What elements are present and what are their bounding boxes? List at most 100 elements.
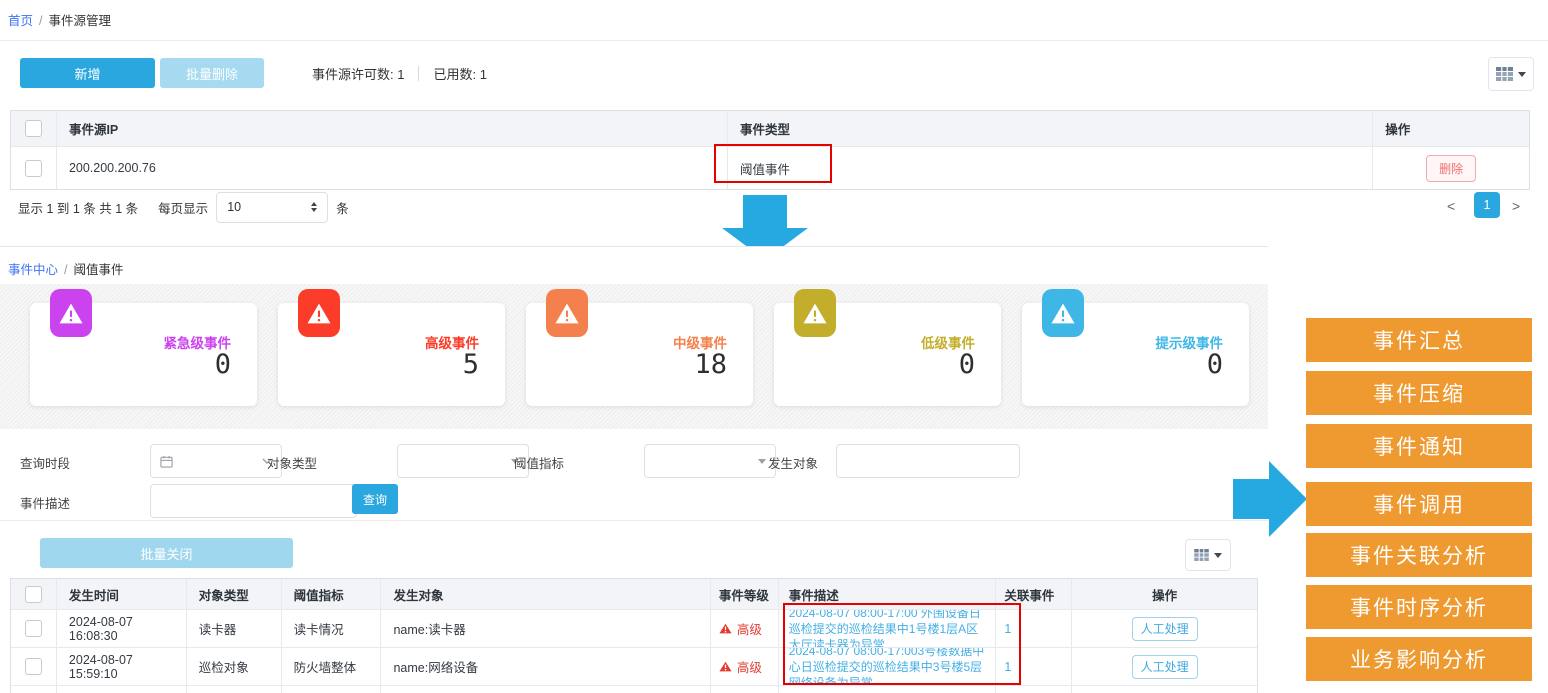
caret-down-icon [511, 458, 519, 464]
select-all-checkbox[interactable] [24, 120, 42, 137]
down-arrow-annotation [722, 195, 808, 260]
search-button[interactable]: 查询 [352, 484, 398, 514]
column-settings-button[interactable] [1185, 539, 1231, 571]
grid-icon [1496, 67, 1513, 81]
target: name:读卡器 [380, 610, 709, 647]
stat-card-critical: 紧急级事件 0 [30, 289, 257, 406]
column-settings-button[interactable] [1488, 57, 1534, 91]
event-time: 2024-08-07 16:08:30 [55, 610, 186, 647]
manual-handle-button[interactable]: 人工处理 [1131, 654, 1198, 679]
stat-value: 0 [1206, 349, 1223, 380]
related-event-link[interactable]: 1 [995, 610, 1071, 647]
object-type: 读卡器 [185, 610, 281, 647]
table-row: 2024-08-07 15:59:10 巡检对象 防火墙整体 name:网络设备… [11, 648, 1257, 686]
stat-value: 5 [462, 349, 479, 380]
table-row: 2024-08-07 16:08:30 读卡器 读卡情况 name:读卡器 高级… [11, 610, 1257, 648]
col-header-source-ip: 事件源IP [55, 111, 727, 146]
used-count: 已用数: 1 [433, 66, 487, 82]
side-button-event-correlation-analysis[interactable]: 事件关联分析 [1306, 533, 1532, 577]
per-page-select[interactable]: 10 [216, 191, 329, 223]
warning-icon [50, 289, 92, 337]
row-checkbox[interactable] [24, 159, 42, 177]
chevron-down-icon [262, 458, 272, 464]
event-desc-link[interactable]: 2024-08-07 08:00-17:00 外围设备日巡检提交的巡检结果中1号… [777, 610, 996, 647]
breadcrumb-event-center: 事件中心 / 阈值事件 [8, 259, 124, 278]
stat-card-info: 提示级事件 0 [1022, 289, 1249, 406]
stepper-icon [311, 202, 318, 212]
metric: 读卡情况 [280, 610, 381, 647]
filter-desc-label: 事件描述 [20, 497, 71, 511]
warning-triangle-icon [719, 661, 732, 672]
stat-label: 紧急级事件 [163, 336, 232, 351]
caret-down-icon [1214, 552, 1222, 558]
level-badge: 高级 [719, 657, 762, 676]
license-count: 事件源许可数: 1 [312, 66, 405, 82]
pagination-bar: 显示 1 到 1 条 共 1 条 每页显示 10 条 [18, 191, 349, 223]
delete-button[interactable]: 删除 [1426, 154, 1477, 182]
side-button-business-impact-analysis[interactable]: 业务影响分析 [1306, 637, 1532, 681]
stat-value: 0 [214, 349, 231, 380]
breadcrumb: 首页 / 事件源管理 [8, 10, 111, 29]
time-range-picker[interactable] [150, 444, 282, 478]
add-button[interactable]: 新增 [20, 58, 155, 88]
desc-input[interactable] [150, 484, 357, 518]
col-header-metric: 阈值指标 [280, 579, 381, 609]
level-text: 高级 [736, 623, 762, 637]
prev-page-button[interactable]: < [1447, 198, 1456, 214]
row-checkbox[interactable] [24, 658, 42, 675]
breadcrumb-separator: / [64, 263, 68, 277]
col-header-related: 关联事件 [995, 579, 1071, 609]
warning-icon [794, 289, 836, 337]
warning-icon [298, 289, 340, 337]
target: name:网络设备 [380, 648, 709, 685]
breadcrumb-home-link[interactable]: 首页 [8, 14, 34, 28]
side-button-event-notification[interactable]: 事件通知 [1306, 424, 1532, 468]
col-header-time: 发生时间 [55, 579, 186, 609]
table-header-row: 事件源IP 事件类型 操作 [11, 111, 1529, 147]
level-badge: 高级 [719, 619, 762, 638]
event-center-panel: 事件中心 / 阈值事件 紧急级事件 0 高级事件 5 中级事件 18 低级事件 0 … [0, 246, 1268, 693]
stat-label: 中级事件 [673, 336, 727, 351]
batch-delete-button[interactable]: 批量删除 [160, 58, 264, 88]
filter-metric-label: 阈值指标 [514, 457, 565, 471]
header-divider [0, 40, 1548, 41]
pagination-info: 显示 1 到 1 条 共 1 条 [18, 201, 139, 216]
select-all-checkbox[interactable] [24, 585, 42, 603]
side-button-event-summary[interactable]: 事件汇总 [1306, 318, 1532, 362]
stat-card-high: 高级事件 5 [278, 289, 505, 406]
col-header-level: 事件等级 [709, 579, 778, 609]
stat-card-low: 低级事件 0 [774, 289, 1001, 406]
col-header-object-type: 对象类型 [185, 579, 281, 609]
per-page-label: 每页显示 [158, 201, 209, 216]
current-page-button[interactable]: 1 [1474, 192, 1500, 218]
stat-value: 0 [958, 349, 975, 380]
side-button-event-timeseries-analysis[interactable]: 事件时序分析 [1306, 585, 1532, 629]
side-button-event-invoke[interactable]: 事件调用 [1306, 482, 1532, 526]
batch-close-button[interactable]: 批量关闭 [40, 538, 293, 568]
event-desc-link[interactable]: 2024-08-07 08:00-17:003号楼数据中心日巡检提交的巡检结果中… [777, 648, 996, 685]
threshold-event-table: 发生时间 对象类型 阈值指标 发生对象 事件等级 事件描述 关联事件 操作 20… [10, 578, 1258, 693]
license-divider [418, 65, 420, 81]
metric-select[interactable] [644, 444, 776, 478]
row-checkbox[interactable] [24, 620, 42, 637]
next-page-button[interactable]: > [1512, 198, 1521, 214]
side-button-event-compression[interactable]: 事件压缩 [1306, 371, 1532, 415]
event-type-value: 阈值事件 [727, 147, 1372, 189]
col-header-action: 操作 [1071, 579, 1257, 609]
breadcrumb-event-center-link[interactable]: 事件中心 [8, 263, 59, 277]
target-input[interactable] [836, 444, 1020, 478]
related-event-link[interactable]: 1 [995, 648, 1071, 685]
table-row-partial [11, 686, 1257, 693]
event-time: 2024-08-07 15:59:10 [55, 648, 186, 685]
stat-label: 提示级事件 [1155, 336, 1224, 351]
right-arrow-annotation [1233, 461, 1307, 537]
object-type-select[interactable] [397, 444, 529, 478]
breadcrumb-separator: / [39, 14, 43, 28]
col-header-event-type: 事件类型 [727, 111, 1372, 146]
caret-down-icon [758, 458, 766, 464]
manual-handle-button[interactable]: 人工处理 [1131, 616, 1198, 641]
stat-label: 低级事件 [921, 336, 975, 351]
stat-value: 18 [694, 349, 727, 380]
stat-card-medium: 中级事件 18 [526, 289, 753, 406]
